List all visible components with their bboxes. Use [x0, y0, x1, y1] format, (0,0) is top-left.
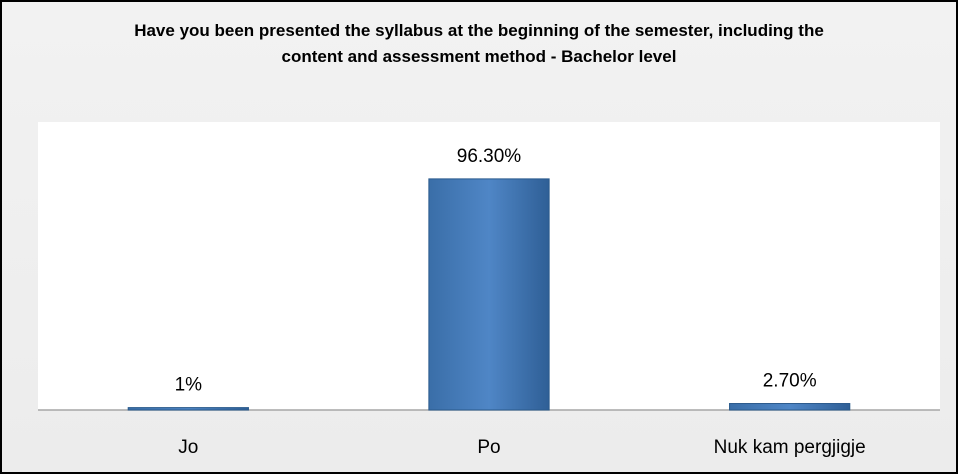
- bar: [428, 178, 550, 411]
- x-tick-label: Nuk kam pergjigje: [714, 437, 866, 458]
- x-tick-label: Jo: [178, 437, 198, 458]
- data-label: 2.70%: [763, 371, 817, 392]
- bar: [729, 403, 851, 411]
- data-label: 1%: [175, 375, 203, 396]
- bar: [127, 407, 249, 411]
- x-tick-label: Po: [477, 437, 500, 458]
- data-label: 96.30%: [457, 146, 522, 167]
- chart-title: Have you been presented the syllabus at …: [134, 21, 824, 66]
